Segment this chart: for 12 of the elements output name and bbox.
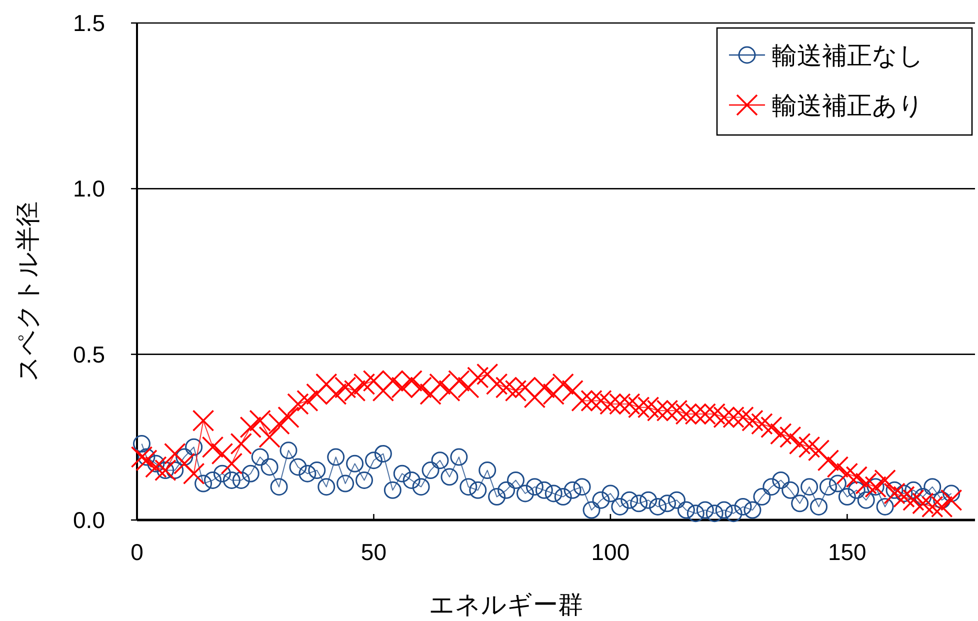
x-tick-label: 50 xyxy=(360,539,387,565)
y-axis-title: スペクトル半径 xyxy=(14,202,42,382)
x-axis-title: エネルギー群 xyxy=(429,591,583,619)
legend-label: 輸送補正あり xyxy=(772,92,924,120)
x-tick-label: 150 xyxy=(828,539,866,565)
x-tick-label: 100 xyxy=(591,539,630,565)
y-tick-label: 0.0 xyxy=(73,507,105,533)
y-tick-label: 1.0 xyxy=(73,176,105,202)
legend-label: 輸送補正なし xyxy=(772,42,924,70)
y-tick-label: 1.5 xyxy=(73,10,105,36)
y-tick-label: 0.5 xyxy=(73,341,105,368)
x-tick-label: 0 xyxy=(130,539,144,565)
